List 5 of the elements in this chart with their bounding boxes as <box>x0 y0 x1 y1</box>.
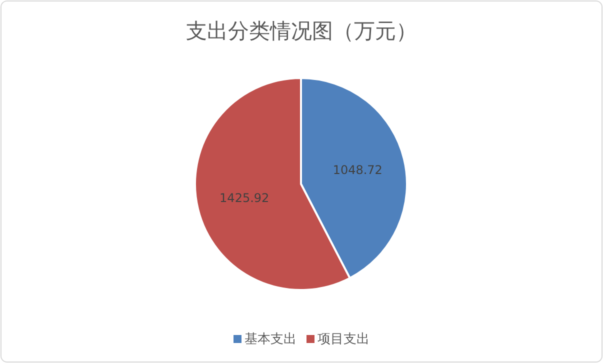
data-label: 1048.72 <box>332 163 382 178</box>
legend-label: 基本支出 <box>244 332 296 347</box>
data-label: 1425.92 <box>220 190 270 205</box>
chart-title: 支出分类情况图（万元） <box>186 19 417 43</box>
legend-label: 项目支出 <box>318 332 370 347</box>
